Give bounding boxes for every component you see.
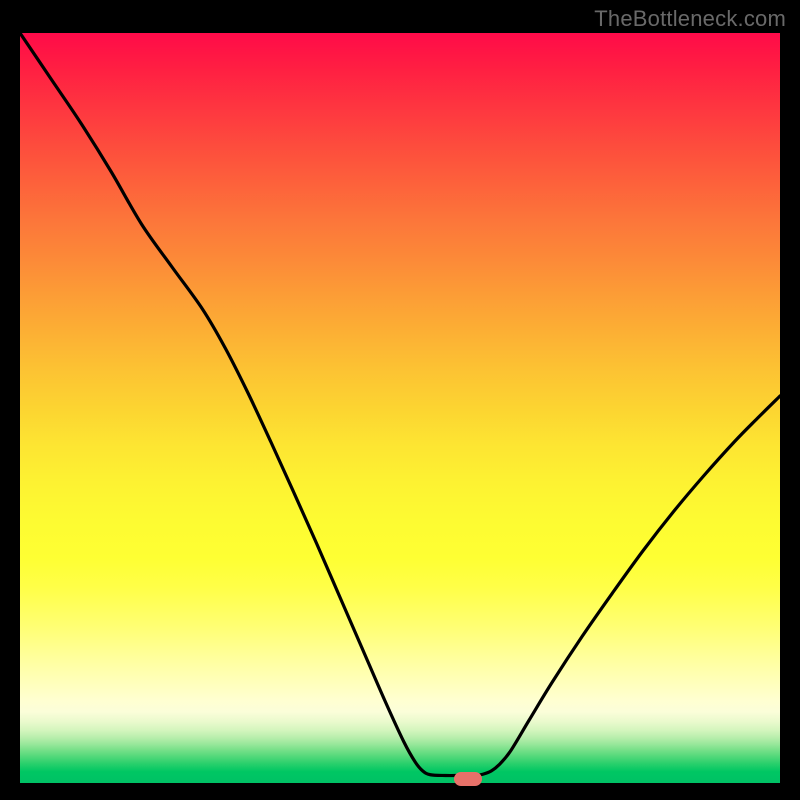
chart-svg — [20, 33, 780, 783]
optimal-point-marker — [454, 772, 482, 786]
watermark-text: TheBottleneck.com — [594, 6, 786, 32]
chart-background — [20, 33, 780, 783]
bottleneck-chart — [20, 33, 780, 783]
